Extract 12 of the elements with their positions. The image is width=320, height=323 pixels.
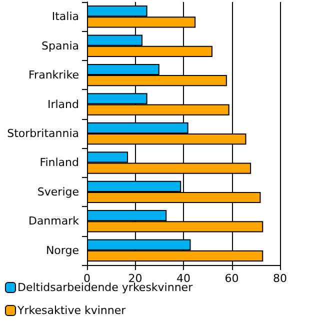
- x-tick-label: 60: [224, 272, 239, 285]
- y-tick-label: Finland: [40, 156, 79, 170]
- y-tick-label: Storbritannia: [7, 127, 79, 140]
- y-tick-label: Italia: [52, 10, 79, 24]
- y-tick-label: Sverige: [37, 185, 80, 198]
- y-tick-label: Spania: [42, 39, 79, 52]
- legend-label: Yrkesaktive kvinner: [16, 304, 126, 317]
- y-tick-label: Danmark: [28, 214, 80, 228]
- x-tick-label: 80: [273, 272, 287, 285]
- y-tick-label: Irland: [47, 98, 79, 111]
- y-tick-label: Norge: [46, 244, 80, 257]
- y-tick-label: Frankrike: [28, 68, 80, 82]
